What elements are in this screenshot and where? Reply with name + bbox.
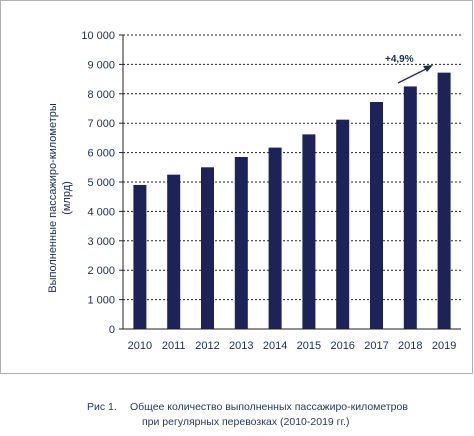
x-tick-label: 2014 bbox=[263, 340, 287, 352]
axes bbox=[122, 35, 461, 330]
x-tick-labels: 2010 2011 2012 2013 2014 2015 2016 2017 2018 2019 bbox=[128, 340, 457, 352]
y-axis-title-line1: Выполненные пассажиро-километры bbox=[47, 103, 59, 293]
x-tick-label: 2019 bbox=[432, 340, 456, 352]
x-tick-label: 2013 bbox=[229, 340, 253, 352]
x-tick-label: 2011 bbox=[162, 340, 186, 352]
growth-arrow-head bbox=[423, 65, 433, 72]
bar-2019 bbox=[437, 72, 451, 329]
bar-chart: 0 1 000 2 000 3 000 4 000 5 000 6 000 7 000 8 00… bbox=[47, 30, 461, 352]
x-tick-label: 2015 bbox=[297, 340, 321, 352]
caption-number: Рис 1. bbox=[87, 401, 117, 413]
bars bbox=[133, 72, 451, 329]
bar-2013 bbox=[234, 157, 248, 329]
y-tick-label: 5 000 bbox=[87, 177, 115, 189]
x-tick-label: 2018 bbox=[398, 340, 422, 352]
bar-2017 bbox=[370, 102, 383, 329]
x-tick-label: 2017 bbox=[364, 340, 388, 352]
y-tick-label: 1 000 bbox=[87, 295, 115, 307]
y-tick-label: 7 000 bbox=[87, 118, 115, 130]
bar-2011 bbox=[167, 174, 181, 329]
growth-annotation-label: +4,9% bbox=[385, 54, 414, 65]
y-tick-label: 3 000 bbox=[87, 236, 115, 248]
growth-arrow-line bbox=[397, 68, 427, 84]
bar-2018 bbox=[403, 86, 417, 329]
chart-frame: 0 1 000 2 000 3 000 4 000 5 000 6 000 7 000 8 00… bbox=[0, 0, 473, 374]
x-tick-label: 2016 bbox=[330, 340, 354, 352]
bar-2010 bbox=[133, 184, 147, 329]
bar-2016 bbox=[336, 119, 350, 329]
y-tick-label: 8 000 bbox=[87, 89, 115, 101]
bar-2014 bbox=[268, 147, 282, 329]
x-tick-label: 2012 bbox=[195, 340, 219, 352]
y-tick-labels: 0 1 000 2 000 3 000 4 000 5 000 6 000 7 000 8 00… bbox=[81, 30, 115, 336]
y-axis-title-line2: (млрд) bbox=[61, 181, 73, 215]
bar-2015 bbox=[302, 134, 316, 329]
caption-line1: Общее количество выполненных пассажиро-к… bbox=[130, 401, 408, 413]
caption-line2: при регулярных перевозках (2010-2019 гг.… bbox=[142, 416, 350, 428]
y-tick-label: 6 000 bbox=[87, 148, 115, 160]
growth-annotation: +4,9% bbox=[385, 54, 433, 84]
y-tick-label: 0 bbox=[109, 324, 115, 336]
x-tick-label: 2010 bbox=[128, 340, 152, 352]
y-tick-label: 2 000 bbox=[87, 265, 115, 277]
y-tick-label: 4 000 bbox=[87, 206, 115, 218]
bar-2012 bbox=[201, 167, 214, 329]
y-tick-label: 9 000 bbox=[87, 59, 115, 71]
y-tick-label: 10 000 bbox=[81, 30, 115, 42]
